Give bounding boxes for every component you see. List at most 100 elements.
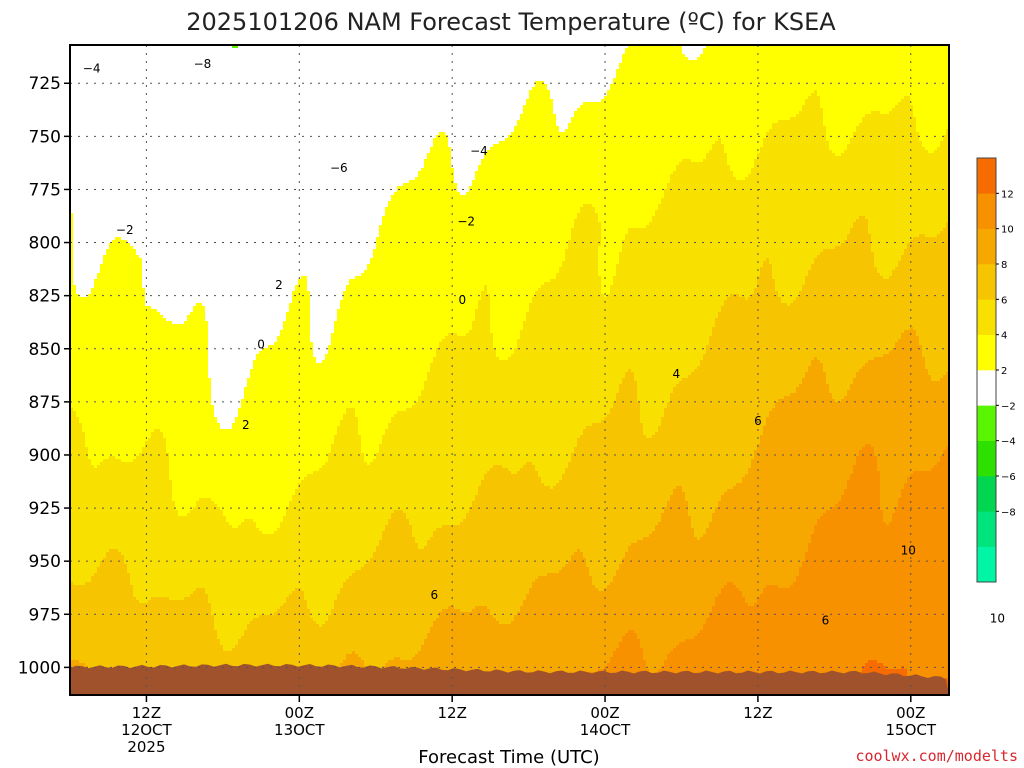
temperature-cell (892, 348, 922, 352)
temperature-cell (433, 144, 448, 148)
temperature-cell (940, 378, 949, 382)
temperature-cell (76, 414, 214, 418)
temperature-cell (667, 501, 688, 505)
temperature-cell (718, 504, 835, 508)
temperature-cell (325, 354, 436, 358)
temperature-cell (70, 177, 415, 181)
temperature-cell (913, 111, 949, 115)
temperature-cell (661, 513, 688, 517)
colorbar-segment (977, 476, 996, 512)
temperature-cell (412, 525, 442, 529)
temperature-cell (70, 57, 622, 61)
temperature-cell (664, 507, 688, 511)
temperature-cell (760, 441, 949, 445)
temperature-cell (310, 321, 334, 325)
temperature-cell (70, 366, 208, 370)
temperature-cell (643, 651, 670, 655)
temperature-cell (193, 309, 205, 313)
temperature-cell (757, 156, 949, 160)
temperature-cell (538, 576, 592, 580)
temperature-cell (694, 369, 808, 373)
temperature-cell (433, 624, 703, 628)
temperature-cell (610, 411, 640, 415)
temperature-cell (391, 195, 664, 199)
temperature-cell (415, 402, 613, 406)
temperature-cell (475, 318, 490, 322)
temperature-cell (856, 459, 877, 463)
temperature-cell (217, 633, 244, 637)
temperature-cell (70, 609, 211, 613)
temperature-cell (805, 279, 949, 283)
temperature-cell (853, 381, 949, 385)
temperature-cell (286, 312, 310, 316)
temperature-cell (571, 234, 601, 238)
temperature-cell (871, 240, 910, 244)
temperature-cell (532, 585, 595, 589)
temperature-cell (145, 303, 196, 307)
temperature-cell (886, 666, 901, 670)
temperature-cell (547, 84, 610, 88)
temperature-cell (805, 555, 949, 559)
temperature-cell (601, 240, 622, 244)
temperature-cell (256, 525, 280, 529)
temperature-cell (835, 399, 841, 403)
temperature-cell (532, 582, 592, 586)
temperature-cell (178, 513, 187, 517)
temperature-cell (70, 144, 433, 148)
temperature-cell (70, 456, 88, 460)
temperature-cell (343, 294, 481, 298)
temperature-cell (883, 519, 892, 523)
temperature-cell (145, 294, 292, 298)
temperature-cell (679, 381, 802, 385)
temperature-cell (70, 246, 73, 250)
temperature-cell (553, 99, 601, 103)
temperature-cell (946, 129, 949, 133)
temperature-cell (70, 633, 217, 637)
temperature-cell (604, 96, 808, 100)
temperature-cell (901, 258, 949, 262)
temperature-cell (910, 474, 949, 478)
temperature-cell (565, 468, 748, 472)
temperature-cell (382, 531, 412, 535)
temperature-cell (577, 549, 580, 553)
temperature-cell (70, 642, 220, 646)
temperature-cell (598, 249, 622, 253)
temperature-cell (70, 45, 232, 49)
temperature-cell (682, 51, 703, 55)
temperature-cell (385, 663, 607, 667)
temperature-cell (568, 462, 751, 466)
temperature-cell (106, 252, 136, 256)
temperature-cell (70, 471, 169, 475)
temperature-cell (73, 408, 214, 412)
temperature-cell (241, 399, 418, 403)
temperature-cell (541, 477, 562, 481)
temperature-cell (70, 393, 211, 397)
temperature-cell (97, 567, 127, 571)
temperature-cell (583, 429, 643, 433)
temperature-cell (184, 597, 208, 601)
temperature-cell (70, 639, 220, 643)
temperature-cell (331, 336, 445, 340)
temperature-cell (70, 486, 172, 490)
temperature-cell (310, 612, 331, 616)
temperature-cell (571, 237, 601, 241)
temperature-cell (847, 483, 880, 487)
temperature-cell (364, 660, 388, 664)
temperature-cell (310, 339, 331, 343)
temperature-cell (385, 207, 580, 211)
temperature-cell (760, 594, 949, 598)
temperature-cell (259, 528, 277, 532)
temperature-cell (292, 300, 310, 304)
temperature-cell (763, 144, 829, 148)
temperature-cell (865, 114, 913, 118)
temperature-cell (79, 294, 88, 298)
temperature-cell (487, 471, 511, 475)
temperature-cell (304, 594, 337, 598)
temperature-cell (403, 510, 469, 514)
temperature-cell (856, 375, 931, 379)
temperature-cell (70, 297, 145, 301)
temperature-cell (343, 585, 532, 589)
temperature-cell (166, 438, 334, 442)
temperature-cell (361, 450, 379, 454)
temperature-cell (280, 522, 388, 526)
